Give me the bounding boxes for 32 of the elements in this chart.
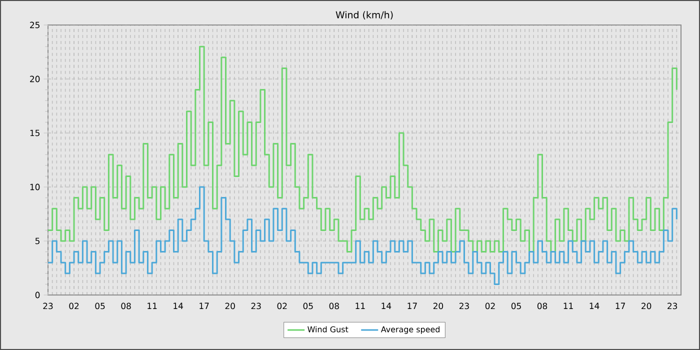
y-tick-label: 0 <box>35 292 40 298</box>
y-tick-label: 10 <box>30 184 40 190</box>
x-tick-label: 08 <box>537 302 548 310</box>
x-tick-label: 20 <box>225 302 235 310</box>
x-tick-label: 11 <box>148 302 157 309</box>
x-tick-label: 23 <box>43 302 53 310</box>
y-tick-label: 20 <box>30 76 40 82</box>
x-tick-label: 02 <box>485 302 495 310</box>
x-tick-label: 08 <box>121 302 131 310</box>
x-tick-label: 23 <box>459 302 469 310</box>
x-tick-label: 05 <box>303 302 313 310</box>
x-tick-label: 23 <box>251 302 261 310</box>
x-tick-label: 02 <box>69 302 79 310</box>
x-tick-label: 05 <box>511 302 521 310</box>
x-tick-label: 17 <box>616 302 625 309</box>
x-tick-label: 02 <box>277 302 287 310</box>
x-tick-label: 11 <box>356 302 365 309</box>
y-tick-label: 5 <box>36 238 40 244</box>
x-tick-label: 14 <box>382 302 392 309</box>
x-tick-label: 14 <box>174 302 183 309</box>
y-tick-label: 25 <box>30 22 40 28</box>
x-tick-label: 11 <box>564 302 573 309</box>
x-tick-label: 20 <box>642 302 652 310</box>
x-tick-label: 05 <box>95 302 105 310</box>
x-tick-label: 20 <box>433 302 444 310</box>
x-tick-label: 23 <box>668 302 678 310</box>
x-tick-label: 17 <box>200 302 209 309</box>
chart-title: Wind (km/h) <box>336 11 393 20</box>
x-tick-label: 08 <box>329 302 339 310</box>
x-tick-label: 14 <box>590 302 600 309</box>
y-tick-label: 15 <box>30 130 40 136</box>
x-tick-label: 17 <box>408 302 417 309</box>
